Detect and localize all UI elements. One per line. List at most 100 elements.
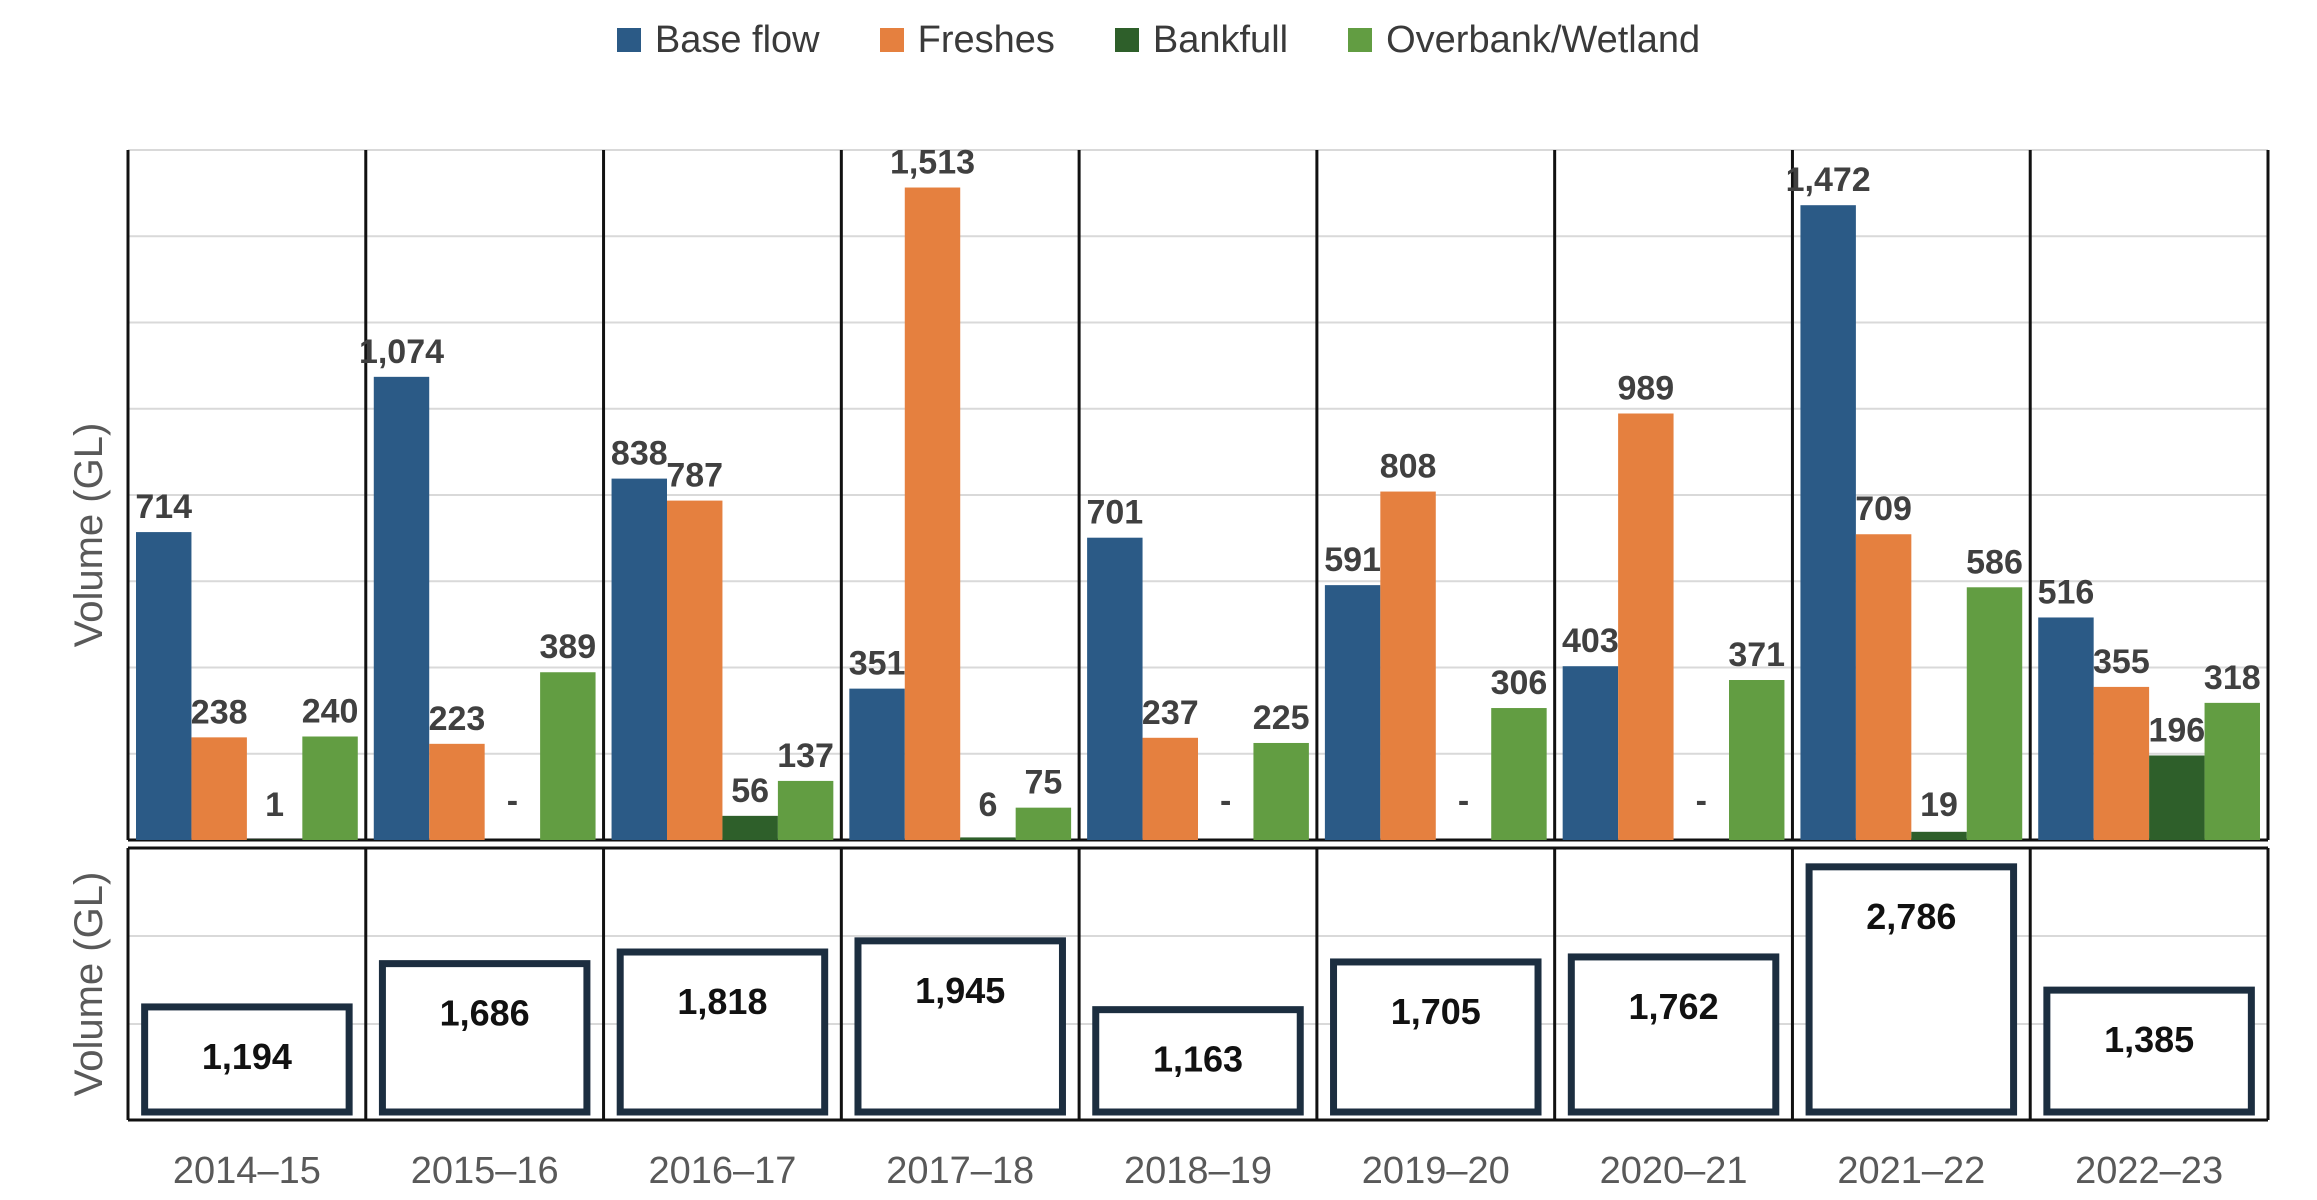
- total-bar: [378, 960, 591, 1116]
- legend-swatch: [1348, 28, 1373, 52]
- data-label: 306: [1491, 664, 1548, 702]
- bar: [2204, 702, 2260, 840]
- total-label: 1,163: [1153, 1039, 1243, 1080]
- total-label: 1,945: [915, 970, 1005, 1011]
- bar: [904, 187, 961, 841]
- data-label: 318: [2204, 659, 2261, 697]
- x-tick-label: 2014–15: [173, 1150, 321, 1192]
- data-label: 516: [2038, 573, 2095, 611]
- data-label: 403: [1562, 622, 1619, 660]
- legend-label: Base flow: [654, 18, 820, 61]
- x-tick-label: 2020–21: [1600, 1150, 1748, 1192]
- legend-label: Overbank/Wetland: [1386, 18, 1701, 61]
- data-label: 75: [1024, 764, 1062, 802]
- bar: [777, 780, 834, 840]
- data-label: 137: [777, 737, 834, 775]
- total-label: 1,818: [677, 981, 767, 1022]
- data-label: -: [1220, 782, 1231, 820]
- total-bar: [1092, 1006, 1304, 1116]
- total-label: 1,705: [1391, 991, 1481, 1032]
- data-label: 225: [1253, 699, 1310, 737]
- total-label: 1,762: [1629, 986, 1719, 1027]
- data-label: 223: [429, 700, 486, 738]
- x-tick-label: 2019–20: [1362, 1150, 1510, 1192]
- legend-item: Base flow: [616, 18, 820, 62]
- bar: [1142, 737, 1198, 840]
- total-bar: [1330, 958, 1542, 1116]
- bar: [1380, 491, 1436, 840]
- bar: [136, 532, 192, 840]
- bar: [1562, 666, 1619, 840]
- total-bar: [854, 937, 1066, 1116]
- legend-swatch: [1114, 28, 1139, 52]
- bar: [429, 743, 485, 840]
- data-label: 709: [1855, 490, 1912, 528]
- legend-swatch: [879, 28, 904, 52]
- bar: [722, 815, 778, 840]
- legend-item: Bankfull: [1114, 18, 1289, 62]
- bar: [1966, 587, 2023, 840]
- total-label: 1,686: [440, 993, 530, 1034]
- data-label: 586: [1966, 543, 2023, 581]
- data-label: 591: [1324, 541, 1381, 579]
- bar: [2093, 686, 2150, 840]
- data-label: 56: [731, 772, 769, 810]
- bar: [2149, 755, 2205, 840]
- x-tick-label: 2021–22: [1837, 1150, 1985, 1192]
- total-label: 1,194: [202, 1036, 292, 1077]
- x-tick-label: 2022–23: [2075, 1150, 2223, 1192]
- x-tick-label: 2016–17: [648, 1150, 796, 1192]
- y-axis-title: Volume (GL): [67, 423, 111, 648]
- data-label: 389: [539, 628, 596, 666]
- data-label: 19: [1920, 786, 1958, 824]
- data-label: 196: [2148, 711, 2205, 749]
- data-label: 1,513: [890, 144, 975, 182]
- data-label: -: [1458, 782, 1469, 820]
- data-label: 701: [1086, 494, 1143, 532]
- bar: [302, 736, 358, 840]
- data-label: 351: [849, 645, 906, 683]
- bar: [960, 837, 1016, 840]
- bar: [1855, 534, 1912, 840]
- x-tick-label: 2015–16: [411, 1150, 559, 1192]
- bar: [667, 500, 723, 840]
- data-label: 838: [611, 435, 668, 473]
- bar: [849, 688, 905, 840]
- legend-item: Freshes: [879, 18, 1055, 62]
- data-label: 6: [978, 786, 997, 824]
- bar: [1087, 537, 1143, 840]
- y-axis-title: Volume (GL): [67, 872, 111, 1097]
- data-label: 787: [666, 457, 723, 495]
- data-label: 238: [191, 693, 248, 731]
- total-bar: [141, 1003, 353, 1116]
- bar: [1618, 413, 1674, 840]
- bar: [373, 376, 430, 840]
- bar: [540, 672, 596, 840]
- bar: [1015, 807, 1072, 840]
- legend-label: Freshes: [917, 18, 1055, 61]
- total-bar: [1567, 953, 1780, 1116]
- bar: [1324, 585, 1381, 840]
- chart-legend: Base flow Freshes Bankfull Overbank/Wetland: [0, 0, 2317, 80]
- x-tick-label: 2017–18: [886, 1150, 1034, 1192]
- bar: [1253, 742, 1309, 840]
- bar: [611, 478, 667, 840]
- data-label: 237: [1142, 694, 1199, 732]
- total-bar: [2043, 986, 2255, 1116]
- total-label: 2,786: [1866, 896, 1956, 937]
- bar: [191, 737, 247, 840]
- data-label: 1: [265, 786, 284, 824]
- data-label: -: [507, 782, 518, 820]
- legend-label: Bankfull: [1152, 18, 1289, 61]
- legend-swatch: [616, 28, 641, 52]
- total-bar: [616, 948, 829, 1116]
- data-label: 989: [1617, 369, 1674, 407]
- data-label: 1,472: [1786, 161, 1871, 199]
- bar: [2038, 617, 2094, 840]
- data-label: 371: [1728, 636, 1785, 674]
- data-label: 240: [302, 693, 359, 731]
- legend-item: Overbank/Wetland: [1348, 19, 1700, 62]
- bar: [1911, 831, 1967, 840]
- x-tick-label: 2018–19: [1124, 1150, 1272, 1192]
